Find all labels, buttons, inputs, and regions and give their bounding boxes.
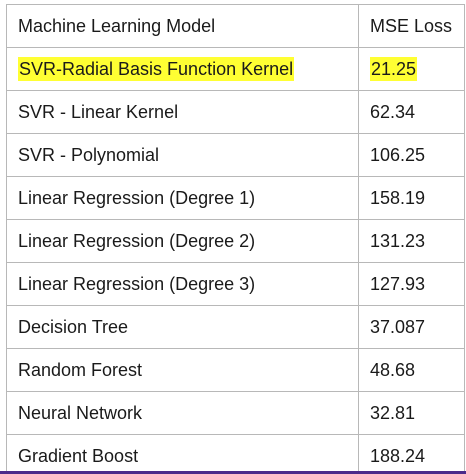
highlighted-model-name: SVR-Radial Basis Function Kernel xyxy=(18,56,295,81)
mse-cell: 32.81 xyxy=(358,391,465,435)
mse-cell: 188.24 xyxy=(358,434,465,474)
mse-cell: 37.087 xyxy=(358,305,465,349)
model-cell: Linear Regression (Degree 1) xyxy=(6,176,359,220)
highlighted-mse-value: 21.25 xyxy=(370,56,418,81)
table-row: Neural Network 32.81 xyxy=(6,391,465,435)
header-model: Machine Learning Model xyxy=(6,4,359,48)
table-row: SVR-Radial Basis Function Kernel 21.25 xyxy=(6,47,465,91)
table-row: Gradient Boost 188.24 xyxy=(6,434,465,474)
mse-cell: 21.25 xyxy=(358,47,465,91)
table-row: Linear Regression (Degree 3) 127.93 xyxy=(6,262,465,306)
model-cell: SVR - Linear Kernel xyxy=(6,90,359,134)
table-header-row: Machine Learning Model MSE Loss xyxy=(6,4,465,48)
table-row: Decision Tree 37.087 xyxy=(6,305,465,349)
model-cell: Linear Regression (Degree 2) xyxy=(6,219,359,263)
mse-cell: 127.93 xyxy=(358,262,465,306)
mse-cell: 48.68 xyxy=(358,348,465,392)
model-cell: SVR - Polynomial xyxy=(6,133,359,177)
model-cell: SVR-Radial Basis Function Kernel xyxy=(6,47,359,91)
table-row: SVR - Polynomial 106.25 xyxy=(6,133,465,177)
mse-cell: 131.23 xyxy=(358,219,465,263)
table-row: SVR - Linear Kernel 62.34 xyxy=(6,90,465,134)
bottom-divider xyxy=(0,471,466,474)
model-cell: Linear Regression (Degree 3) xyxy=(6,262,359,306)
table-row: Linear Regression (Degree 2) 131.23 xyxy=(6,219,465,263)
table-row: Linear Regression (Degree 1) 158.19 xyxy=(6,176,465,220)
table-row: Random Forest 48.68 xyxy=(6,348,465,392)
header-mse-loss: MSE Loss xyxy=(358,4,465,48)
mse-loss-table: Machine Learning Model MSE Loss SVR-Radi… xyxy=(6,4,465,474)
mse-cell: 106.25 xyxy=(358,133,465,177)
mse-cell: 158.19 xyxy=(358,176,465,220)
model-cell: Random Forest xyxy=(6,348,359,392)
model-cell: Gradient Boost xyxy=(6,434,359,474)
model-cell: Decision Tree xyxy=(6,305,359,349)
mse-cell: 62.34 xyxy=(358,90,465,134)
model-cell: Neural Network xyxy=(6,391,359,435)
